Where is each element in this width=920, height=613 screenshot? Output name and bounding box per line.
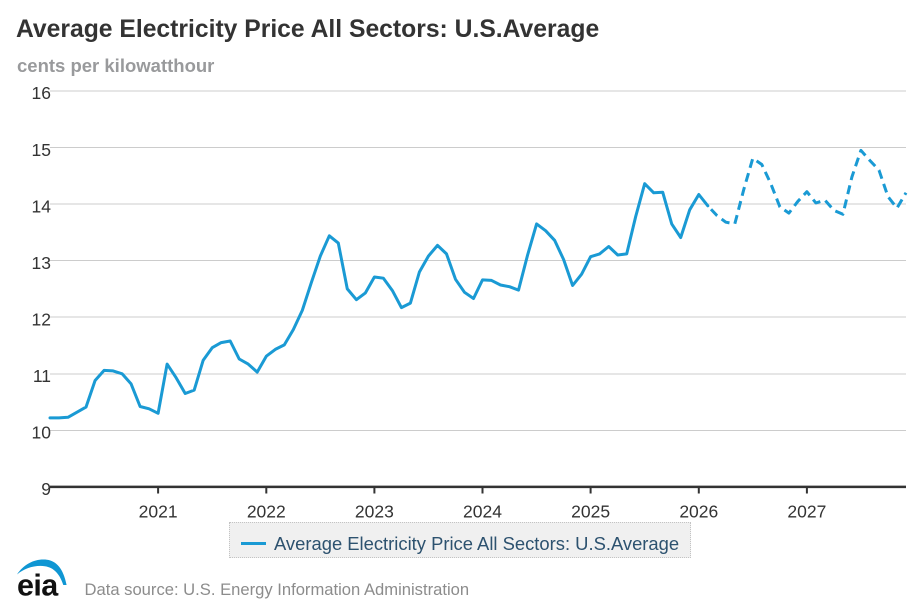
svg-text:2024: 2024 (463, 502, 502, 522)
svg-text:13: 13 (32, 253, 51, 273)
svg-text:9: 9 (41, 479, 51, 499)
svg-text:2026: 2026 (679, 502, 718, 522)
svg-text:2025: 2025 (571, 502, 610, 522)
svg-text:eia: eia (17, 569, 59, 603)
svg-text:10: 10 (32, 423, 52, 443)
svg-text:2023: 2023 (355, 502, 394, 522)
svg-text:2027: 2027 (787, 502, 826, 522)
svg-text:2022: 2022 (247, 502, 286, 522)
svg-text:16: 16 (32, 83, 51, 103)
svg-text:12: 12 (32, 309, 51, 329)
svg-text:15: 15 (32, 140, 51, 160)
svg-text:2021: 2021 (139, 502, 178, 522)
svg-text:11: 11 (33, 366, 51, 386)
svg-text:14: 14 (32, 196, 52, 216)
